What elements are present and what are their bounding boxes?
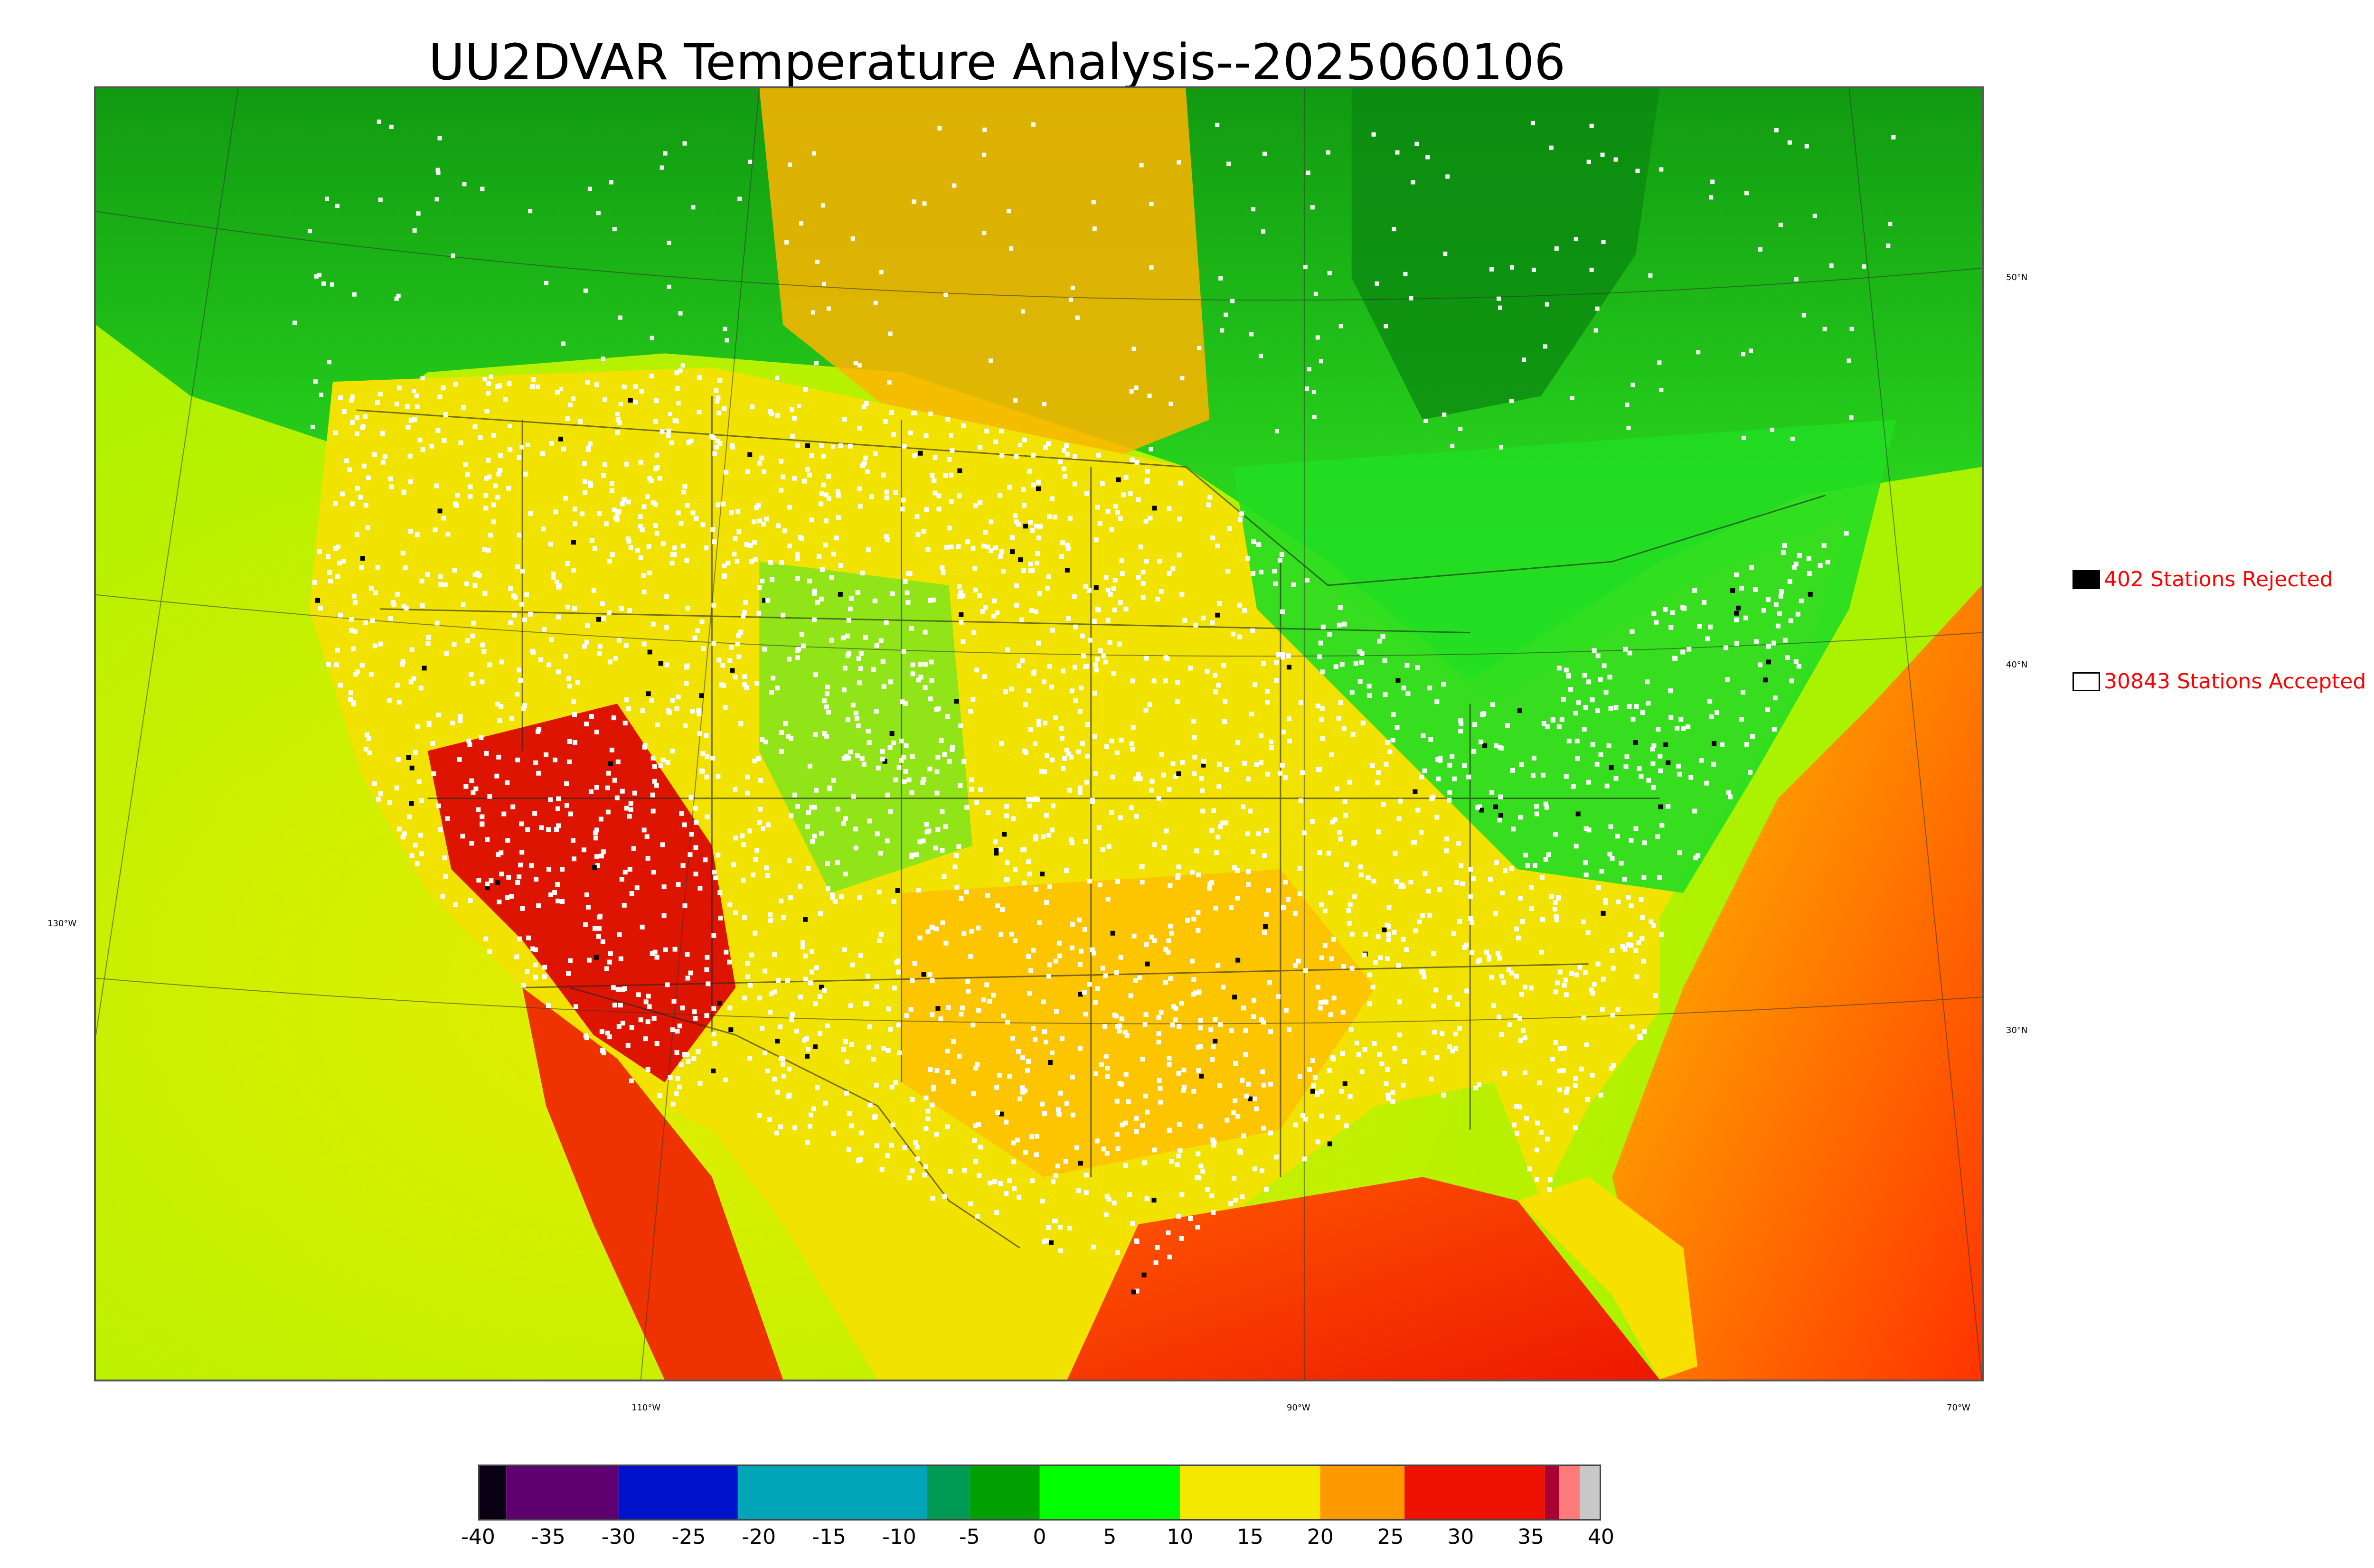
rockies-cool-area <box>759 562 973 893</box>
colorbar-tick-label: -5 <box>959 1525 980 1549</box>
colorbar-tick-label: 20 <box>1307 1525 1334 1549</box>
colorbar-segment-4 <box>927 1465 970 1521</box>
lon-label-70w: 70°W <box>1947 1403 1970 1413</box>
colorbar-segment-2 <box>618 1465 738 1521</box>
colorbar-segment-5 <box>969 1465 1040 1521</box>
colorbar-segment-8 <box>1320 1465 1405 1521</box>
colorbar-tick-label: 30 <box>1447 1525 1474 1549</box>
colorbar-tick-label: -30 <box>601 1525 636 1549</box>
florida-peninsula <box>1517 1177 1698 1380</box>
lon-label-110w: 110°W <box>631 1403 661 1413</box>
lat-label-40n: 40°N <box>2006 660 2028 670</box>
colorbar-segment-0 <box>478 1465 507 1521</box>
colorbar-tick-label: -15 <box>812 1525 846 1549</box>
station-markers <box>292 119 1896 1295</box>
conus-land <box>309 367 1849 1380</box>
colorbar-tick-label: 40 <box>1588 1525 1614 1549</box>
colorbar-tick-label: -10 <box>882 1525 916 1549</box>
colorbar-segment-3 <box>737 1465 927 1521</box>
legend-accepted: 30843 Stations Accepted <box>2073 669 2366 694</box>
colorbar-tick-label: -20 <box>742 1525 776 1549</box>
colorbar-tick-label: 0 <box>1033 1525 1046 1549</box>
colorbar-tick-label: -40 <box>461 1525 495 1549</box>
rejected-label: 402 Stations Rejected <box>2104 567 2333 592</box>
colorbar-segment-1 <box>506 1465 619 1521</box>
atlantic-ocean <box>1612 585 1982 1380</box>
colorbar-frame <box>478 1465 1601 1521</box>
lon-label-130w: 130°W <box>47 919 77 929</box>
legend-rejected: 402 Stations Rejected <box>2073 567 2333 592</box>
lat-label-30n: 30°N <box>2006 1025 2028 1035</box>
colorbar-tick-label: 25 <box>1377 1525 1404 1549</box>
colorbar-segment-12 <box>1580 1465 1601 1521</box>
prairie-warm-area <box>759 88 1210 467</box>
gulf-of-mexico <box>1067 1177 1660 1380</box>
colorbar-segment-10 <box>1545 1465 1559 1521</box>
accepted-label: 30843 Stations Accepted <box>2104 669 2366 694</box>
colorbar-segment-9 <box>1404 1465 1545 1521</box>
northeast-cool-area <box>1233 419 1897 893</box>
rejected-swatch <box>2073 570 2100 589</box>
colorbar-segment-11 <box>1559 1465 1580 1521</box>
colorbar-segment-7 <box>1180 1465 1320 1521</box>
map-canvas <box>96 88 1982 1380</box>
map-title: UU2DVAR Temperature Analysis--2025060106 <box>428 33 1566 91</box>
colorbar-tick-label: 5 <box>1103 1525 1117 1549</box>
colorbar-segment-6 <box>1039 1465 1180 1521</box>
temperature-colorbar <box>478 1465 1601 1521</box>
colorbar-tick-label: 35 <box>1517 1525 1545 1549</box>
political-borders <box>356 396 1826 1249</box>
baja-hot-area <box>522 987 783 1380</box>
colorbar-tick-label: 15 <box>1236 1525 1263 1549</box>
colorbar-tick-label: -35 <box>531 1525 565 1549</box>
lon-label-90w: 90°W <box>1287 1403 1310 1413</box>
colorbar-tick-label: -25 <box>671 1525 706 1549</box>
hudson-bay-cold-area <box>1351 88 1660 420</box>
temperature-analysis-map <box>94 86 1984 1381</box>
colorbar-tick-label: 10 <box>1167 1525 1194 1549</box>
lat-label-50n: 50°N <box>2006 272 2028 282</box>
accepted-swatch <box>2073 672 2100 691</box>
